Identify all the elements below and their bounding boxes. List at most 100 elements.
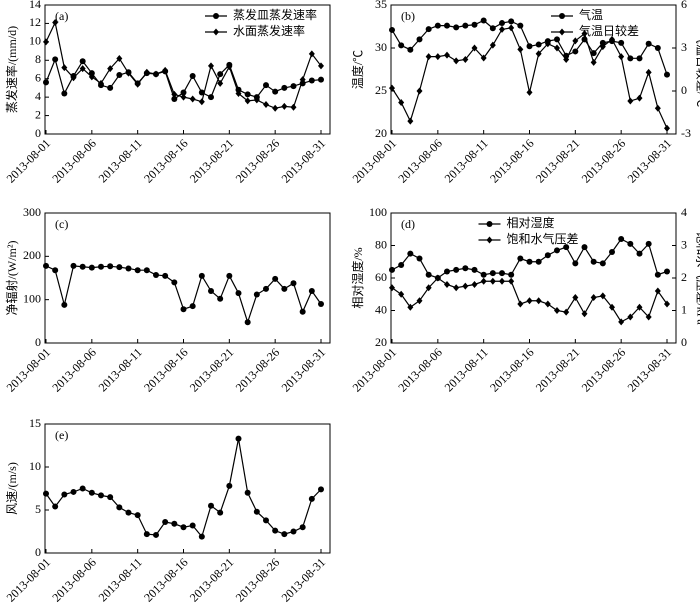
- y-tick-label: 80: [375, 237, 387, 251]
- marker: [654, 271, 661, 278]
- marker: [572, 37, 579, 45]
- marker: [526, 88, 533, 96]
- y2-tick-label: 4: [681, 205, 687, 219]
- marker: [535, 50, 542, 58]
- y-tick-label: 20: [375, 126, 387, 140]
- marker: [398, 290, 405, 298]
- marker: [318, 76, 324, 83]
- plot-frame: [44, 423, 331, 554]
- y-tick-label: 100: [23, 291, 41, 305]
- marker: [189, 303, 196, 310]
- y-tick-label: 100: [369, 205, 387, 219]
- marker: [308, 495, 315, 502]
- y-tick-label: 10: [29, 459, 41, 473]
- marker: [107, 263, 114, 270]
- marker: [235, 435, 242, 442]
- y-tick-label: 0: [35, 545, 41, 559]
- marker: [627, 313, 634, 321]
- marker: [645, 240, 652, 247]
- marker: [253, 96, 260, 104]
- marker: [217, 509, 224, 516]
- marker: [198, 98, 205, 106]
- marker: [290, 83, 297, 90]
- legend-label: 气温: [579, 7, 603, 22]
- marker: [217, 79, 224, 87]
- marker: [79, 485, 86, 492]
- marker: [526, 297, 533, 305]
- marker: [554, 44, 560, 52]
- y-tick-label: 60: [375, 270, 387, 284]
- marker: [444, 281, 450, 288]
- x-tick-label: 2013-08-31: [279, 555, 328, 604]
- marker: [398, 42, 405, 49]
- marker: [189, 72, 196, 79]
- marker: [116, 54, 123, 62]
- x-tick-label: 2013-08-01: [4, 345, 53, 394]
- x-tick-label: 2013-08-26: [233, 345, 282, 394]
- marker: [599, 43, 606, 51]
- marker: [654, 45, 661, 51]
- y-tick-label: 10: [29, 34, 41, 48]
- x-tick-label: 2013-08-16: [141, 136, 190, 185]
- marker: [654, 104, 661, 112]
- y-tick-label: 14: [29, 0, 41, 11]
- x-tick-label: 2013-08-31: [279, 345, 328, 394]
- marker: [244, 97, 251, 105]
- legend-marker: [213, 13, 219, 19]
- legend-label: 蒸发皿蒸发速率: [233, 7, 317, 22]
- marker: [125, 265, 132, 272]
- marker: [180, 524, 187, 531]
- x-tick-label: 2013-08-06: [49, 136, 98, 185]
- marker: [79, 65, 86, 73]
- marker: [198, 272, 205, 279]
- x-tick-label: 2013-08-21: [187, 555, 236, 604]
- marker: [153, 271, 159, 278]
- marker: [563, 308, 570, 316]
- marker: [253, 508, 260, 515]
- marker: [180, 89, 187, 96]
- legend-marker: [486, 236, 493, 244]
- marker: [107, 494, 114, 501]
- marker: [645, 313, 652, 321]
- marker: [116, 504, 123, 511]
- marker: [636, 94, 643, 102]
- marker: [627, 97, 634, 105]
- marker: [290, 280, 297, 287]
- marker: [453, 24, 460, 31]
- marker: [143, 68, 150, 76]
- y-tick-label: 40: [375, 302, 387, 316]
- marker: [453, 266, 460, 273]
- marker: [116, 72, 123, 79]
- x-tick-label: 2013-08-16: [141, 345, 190, 394]
- marker: [281, 531, 288, 538]
- marker: [609, 303, 615, 311]
- legend-label: 相对湿度: [507, 215, 555, 230]
- legend-label: 气温日较差: [579, 23, 639, 38]
- series-line: [45, 265, 322, 325]
- marker: [208, 288, 214, 294]
- marker: [389, 266, 395, 273]
- marker: [416, 87, 423, 95]
- marker: [499, 20, 505, 27]
- marker: [627, 55, 634, 62]
- marker: [636, 303, 643, 311]
- marker: [471, 266, 478, 273]
- marker: [398, 262, 405, 268]
- x-tick-label: 2013-08-21: [187, 345, 236, 394]
- y-tick-label: 12: [29, 15, 41, 29]
- marker: [308, 77, 315, 84]
- marker: [407, 117, 414, 125]
- marker: [627, 240, 634, 247]
- marker: [208, 62, 214, 70]
- marker: [79, 263, 86, 270]
- y2-tick-label: -3: [681, 126, 691, 140]
- marker: [98, 79, 104, 87]
- y-tick-label: 20: [375, 335, 387, 349]
- marker: [544, 40, 551, 48]
- marker: [318, 301, 324, 307]
- marker: [88, 264, 95, 271]
- y2-axis-label: 气温日较差/℃: [694, 32, 700, 107]
- marker: [407, 46, 414, 53]
- marker: [162, 519, 169, 526]
- x-tick-label: 2013-08-21: [187, 136, 236, 185]
